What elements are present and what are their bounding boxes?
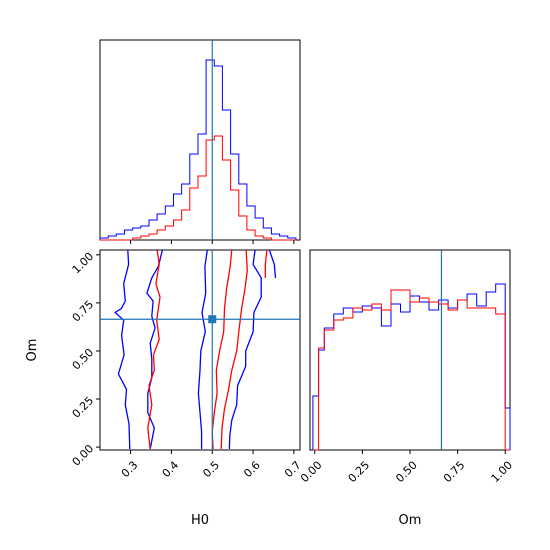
om-hist-x-tick-label-3: 0.75 [441,459,468,486]
om-histogram [312,250,511,451]
truth-marker [208,315,217,324]
h0-histogram-frame [99,39,301,241]
scatter-y-tick-label-3: 0.75 [70,298,97,325]
contour-red-0 [147,249,161,450]
scatter-y-tick-label-0: 0.00 [70,442,97,469]
axis-ticks: 0.3 0.4 0.5 0.6 0.70.000.250.500.751.000.00 0… [70,240,515,485]
contour-blue-3 [228,249,262,450]
joint-contour-frame [99,249,301,451]
om-histogram-x-axis-label: Om [399,513,422,528]
contour-blue-1 [146,249,164,450]
scatter-y-axis-label: Om [25,339,40,362]
contour-red-2 [220,249,248,450]
h0-histogram [99,40,297,241]
contour-blue-0 [114,249,131,450]
h0-histogram-blue [99,59,297,240]
om-hist-x-tick-label-0: 0.00 [298,459,325,486]
h0-histogram-red [100,135,296,241]
scatter-x-axis-label: H0 [191,513,209,528]
om-histogram-red [312,289,510,451]
om-hist-x-tick-label-4: 1.00 [488,459,515,486]
contour-red-3 [264,249,268,278]
om-hist-x-tick-label-2: 0.50 [393,459,420,486]
joint-contours [100,249,300,450]
contour-red-1 [211,249,233,450]
scatter-x-tick-label-2: 0.5 [200,459,222,481]
om-hist-x-tick-label-1: 0.25 [346,459,373,486]
scatter-y-tick-label-2: 0.50 [70,346,97,373]
contour-blue-2 [197,249,208,449]
contour-blue-4 [268,249,277,278]
om-histogram-frame [309,249,511,451]
scatter-y-tick-label-4: 1.00 [70,250,97,277]
om-histogram-blue [312,283,511,450]
scatter-y-tick-label-1: 0.25 [70,394,97,421]
scatter-x-tick-label-3: 0.6 [241,459,263,481]
scatter-x-tick-label-1: 0.4 [160,459,182,481]
scatter-x-tick-label-0: 0.3 [119,459,141,481]
